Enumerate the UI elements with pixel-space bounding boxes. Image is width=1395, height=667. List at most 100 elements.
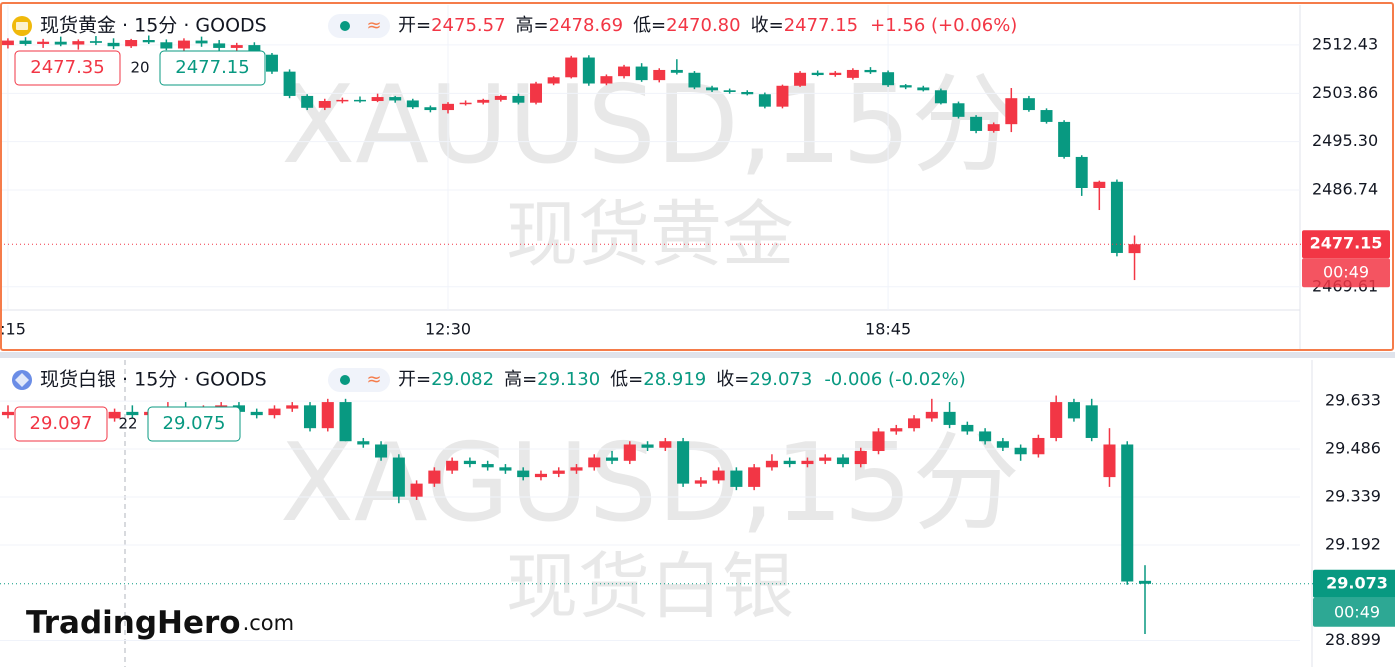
candle-body xyxy=(125,40,138,47)
symbol-title: 现货黄金 · 15分 · GOODS xyxy=(40,15,267,37)
y-tick-label: 29.486 xyxy=(1325,439,1381,458)
candle-body xyxy=(846,69,859,78)
candle-body xyxy=(758,94,771,107)
icon-glyph xyxy=(15,373,29,387)
candle-body xyxy=(481,464,494,468)
candle-body xyxy=(19,40,32,44)
candle-body xyxy=(442,103,454,111)
candle-body xyxy=(530,83,543,103)
change-value: +1.56 (+0.06%) xyxy=(870,15,1017,36)
price-tag xyxy=(1302,230,1390,259)
candle-body xyxy=(1,40,14,46)
countdown-label: 00:49 xyxy=(1334,602,1380,621)
candle-body xyxy=(142,40,155,43)
candle-body xyxy=(996,441,1009,448)
candle-body xyxy=(37,41,50,44)
price-tag xyxy=(1313,569,1395,598)
candle-body xyxy=(283,71,296,96)
candle-body xyxy=(588,457,601,468)
y-tick-label: 2495.30 xyxy=(1312,131,1378,150)
watermark: XAGUSD,15分 xyxy=(280,421,1020,546)
candle-body xyxy=(925,411,938,419)
candle-body xyxy=(1005,98,1018,125)
y-tick-label: 29.192 xyxy=(1325,534,1381,553)
candle-body xyxy=(677,441,690,484)
candle-body xyxy=(801,460,814,465)
ohlc-name: 高= xyxy=(516,15,549,36)
candle-body xyxy=(265,54,278,72)
candle-body xyxy=(477,99,490,103)
candle-body xyxy=(428,470,441,484)
candle-body xyxy=(1050,402,1063,438)
candle-body xyxy=(872,431,885,452)
bid-label: 29.097 xyxy=(30,413,93,434)
ask-label: 2477.15 xyxy=(175,57,249,78)
candle-body xyxy=(829,72,842,76)
ohlc-name: 开= xyxy=(398,369,431,390)
candle-body xyxy=(303,405,317,429)
candle-body xyxy=(318,101,331,108)
symbol-title: 现货白银 · 15分 · GOODS xyxy=(40,369,267,391)
ohlc-name: 低= xyxy=(610,369,643,390)
candle-body xyxy=(836,457,850,465)
candle-body xyxy=(286,405,299,409)
candle-body xyxy=(54,41,67,45)
icon-glyph xyxy=(16,22,28,30)
candle-body xyxy=(230,45,243,48)
ask-box[interactable] xyxy=(147,406,241,442)
candle-body xyxy=(1067,402,1080,419)
candle-body xyxy=(534,473,548,478)
candle-body xyxy=(1075,156,1088,188)
candle-body xyxy=(392,457,405,497)
countdown-label: 00:49 xyxy=(1323,263,1369,282)
active-pane-border xyxy=(0,2,1394,351)
candle-body xyxy=(908,418,921,429)
candle-body xyxy=(934,90,947,104)
candle-body xyxy=(1138,580,1152,584)
candle-body xyxy=(1128,244,1141,254)
candle-body xyxy=(160,42,173,49)
candle-body xyxy=(688,72,701,88)
candle-body xyxy=(268,408,281,416)
candle-body xyxy=(694,480,707,484)
spread-label: 22 xyxy=(118,415,137,433)
status-pill[interactable] xyxy=(328,14,390,38)
pane-separator xyxy=(0,352,1395,358)
ohlc-name: 低= xyxy=(633,15,666,36)
candle-body xyxy=(321,402,334,429)
candle-body xyxy=(1085,405,1098,438)
bid-box[interactable] xyxy=(14,406,108,442)
status-dot xyxy=(340,21,350,31)
candle-body xyxy=(512,95,525,103)
bid-box[interactable] xyxy=(14,50,121,86)
candle-body xyxy=(213,43,226,48)
ohlc-name: 收= xyxy=(716,369,749,390)
candle-body xyxy=(811,72,824,76)
candle-body xyxy=(406,100,419,108)
candle-body xyxy=(195,40,208,44)
candle-body xyxy=(547,77,560,84)
candle-body xyxy=(653,69,666,81)
watermark: 现货黄金 xyxy=(506,193,794,277)
candle-body xyxy=(565,57,578,78)
candle-body xyxy=(248,45,261,55)
candle-body xyxy=(1032,437,1045,455)
candle-body xyxy=(354,99,366,102)
candle-body xyxy=(641,444,654,448)
ask-box[interactable] xyxy=(159,50,266,86)
ohlc-value: 28.919 xyxy=(643,369,706,390)
candle-body xyxy=(635,66,648,81)
candle-body xyxy=(1093,181,1106,188)
candle-body xyxy=(72,41,85,45)
ohlc-value: 2475.57 xyxy=(431,15,505,36)
candle-body xyxy=(987,124,1000,131)
candle-body xyxy=(463,460,476,465)
brand-name: TradingHero xyxy=(26,605,241,641)
candle-body xyxy=(890,428,903,432)
ohlc-value: 2478.69 xyxy=(549,15,623,36)
status-pill[interactable] xyxy=(328,368,390,392)
y-tick-label: 29.633 xyxy=(1325,391,1381,410)
